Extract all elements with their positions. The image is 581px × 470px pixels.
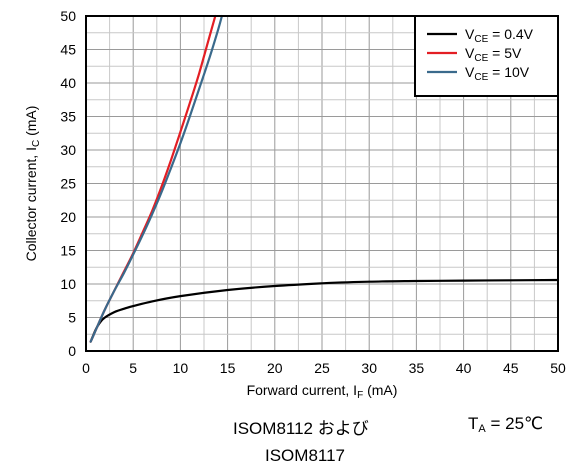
y-axis-title: Collector current, IC (mA) [23, 106, 42, 262]
x-tick-label: 45 [503, 360, 519, 376]
y-tick-label: 0 [68, 343, 76, 359]
tick-labels: 0 5 10 15 20 25 30 35 40 45 50 0 5 10 15 20 25 30 35 40 45 50 [60, 8, 566, 376]
legend-label: VCE = 5V [465, 45, 522, 64]
x-tick-label: 20 [267, 360, 283, 376]
legend-label: VCE = 10V [465, 64, 530, 83]
y-tick-label: 15 [60, 243, 76, 259]
y-tick-label: 40 [60, 75, 76, 91]
temperature-suffix: = 25℃ [485, 414, 544, 433]
temperature-subscript: A [478, 423, 486, 435]
y-tick-label: 45 [60, 42, 76, 58]
x-tick-label: 10 [173, 360, 189, 376]
x-tick-label: 50 [550, 360, 566, 376]
legend-label: VCE = 0.4V [465, 26, 534, 45]
x-tick-label: 30 [361, 360, 377, 376]
plot-frame [85, 15, 559, 352]
x-tick-label: 5 [129, 360, 137, 376]
series-line [89, 278, 560, 343]
y-tick-label: 50 [60, 8, 76, 24]
y-tick-label: 35 [60, 109, 76, 125]
x-tick-label: 25 [314, 360, 330, 376]
y-tick-label: 30 [60, 142, 76, 158]
device-label-line1: ISOM8112 および [233, 419, 369, 438]
legend-box [414, 15, 559, 97]
y-tick-label: 10 [60, 276, 76, 292]
y-tick-label: 5 [68, 310, 76, 326]
ambient-temperature-label: TA = 25℃ [468, 414, 543, 435]
y-tick-label: 20 [60, 209, 76, 225]
x-tick-label: 0 [82, 360, 90, 376]
x-tick-label: 15 [220, 360, 236, 376]
temperature-prefix: T [468, 414, 479, 433]
series-lines [89, 14, 560, 343]
x-tick-label: 40 [456, 360, 472, 376]
x-tick-label: 35 [409, 360, 425, 376]
x-axis-title: Forward current, IF (mA) [247, 382, 398, 401]
y-tick-label: 25 [60, 176, 76, 192]
series-line [89, 14, 223, 343]
device-label-line2: ISOM8117 [265, 446, 346, 465]
